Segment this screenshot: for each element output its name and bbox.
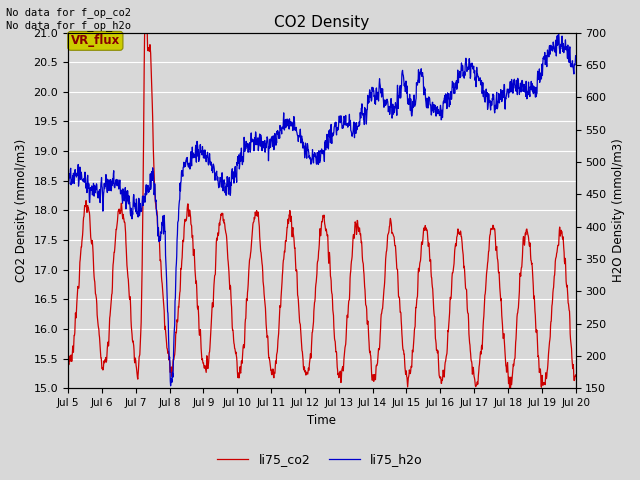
li75_h2o — [555, 31, 563, 37]
X-axis label: Time: Time — [307, 414, 336, 427]
li75_co2 — [506, 385, 513, 391]
li75_co2 — [300, 363, 307, 369]
li75_co2 — [572, 372, 579, 378]
li75_h2o — [64, 181, 72, 187]
li75_h2o — [124, 194, 132, 200]
li75_co2 — [141, 0, 149, 6]
li75_co2 — [64, 359, 72, 364]
li75_co2 — [124, 275, 132, 280]
li75_h2o — [572, 53, 579, 59]
li75_h2o — [280, 110, 287, 116]
li75_co2 — [291, 240, 298, 246]
li75_co2 — [353, 217, 361, 223]
li75_co2 — [104, 345, 111, 351]
Text: No data for f_op_co2
No data for f_op_h2o: No data for f_op_co2 No data for f_op_h2… — [6, 7, 131, 31]
li75_h2o — [104, 190, 111, 195]
Legend: li75_co2, li75_h2o: li75_co2, li75_h2o — [212, 448, 428, 471]
li75_h2o — [300, 144, 307, 150]
Y-axis label: H2O Density (mmol/m3): H2O Density (mmol/m3) — [612, 139, 625, 282]
Title: CO2 Density: CO2 Density — [274, 15, 369, 30]
Line: li75_h2o: li75_h2o — [68, 34, 575, 386]
Y-axis label: CO2 Density (mmol/m3): CO2 Density (mmol/m3) — [15, 139, 28, 282]
li75_co2 — [280, 256, 287, 262]
li75_h2o — [291, 117, 298, 123]
Line: li75_co2: li75_co2 — [68, 3, 575, 388]
Text: VR_flux: VR_flux — [71, 35, 120, 48]
li75_h2o — [167, 383, 175, 389]
li75_h2o — [353, 124, 361, 130]
